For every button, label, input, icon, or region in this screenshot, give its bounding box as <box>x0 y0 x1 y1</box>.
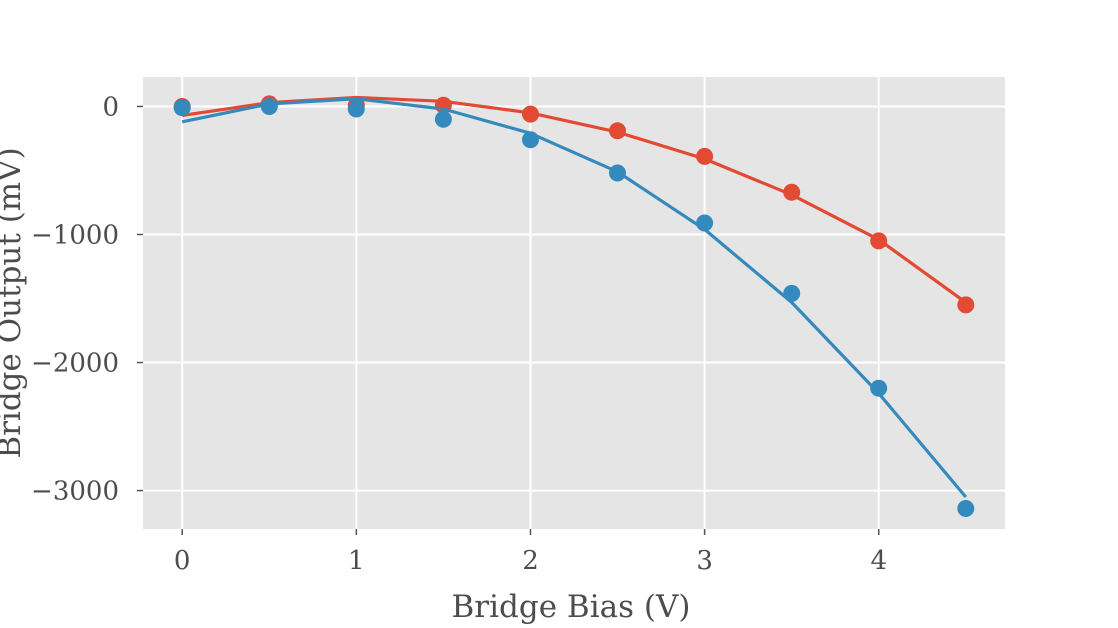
data-point <box>522 131 539 149</box>
data-point <box>957 500 975 517</box>
x-tick-label: 2 <box>522 546 539 576</box>
data-point <box>696 214 714 232</box>
data-point <box>783 183 801 201</box>
data-point <box>260 98 278 115</box>
y-tick-marks <box>137 105 143 492</box>
data-point <box>957 296 975 314</box>
y-tick-label: −3000 <box>31 477 119 507</box>
data-point <box>696 147 714 165</box>
x-tick-label: 4 <box>870 546 887 576</box>
data-point <box>347 100 365 118</box>
data-point <box>870 379 888 397</box>
plot-background <box>143 77 1005 529</box>
data-point <box>609 164 626 182</box>
series-layer <box>173 95 975 517</box>
x-tick-label: 0 <box>174 546 191 576</box>
series-2 <box>173 97 975 517</box>
data-point <box>522 105 539 123</box>
data-point <box>434 110 452 128</box>
x-tick-label: 3 <box>696 546 713 576</box>
y-tick-label: −1000 <box>31 220 119 250</box>
data-point <box>609 122 626 140</box>
data-point <box>870 232 888 250</box>
x-axis-label: Bridge Bias (V) <box>452 589 691 625</box>
y-gridlines <box>143 105 1005 492</box>
x-tick-marks <box>181 529 880 535</box>
y-axis-label: Bridge Output (mV) <box>0 147 28 458</box>
x-tick-label: 1 <box>348 546 365 576</box>
y-tick-label: 0 <box>102 92 119 122</box>
y-tick-label: −2000 <box>31 349 119 379</box>
data-point <box>173 99 191 117</box>
fit-line <box>181 97 968 499</box>
data-point <box>783 284 801 302</box>
